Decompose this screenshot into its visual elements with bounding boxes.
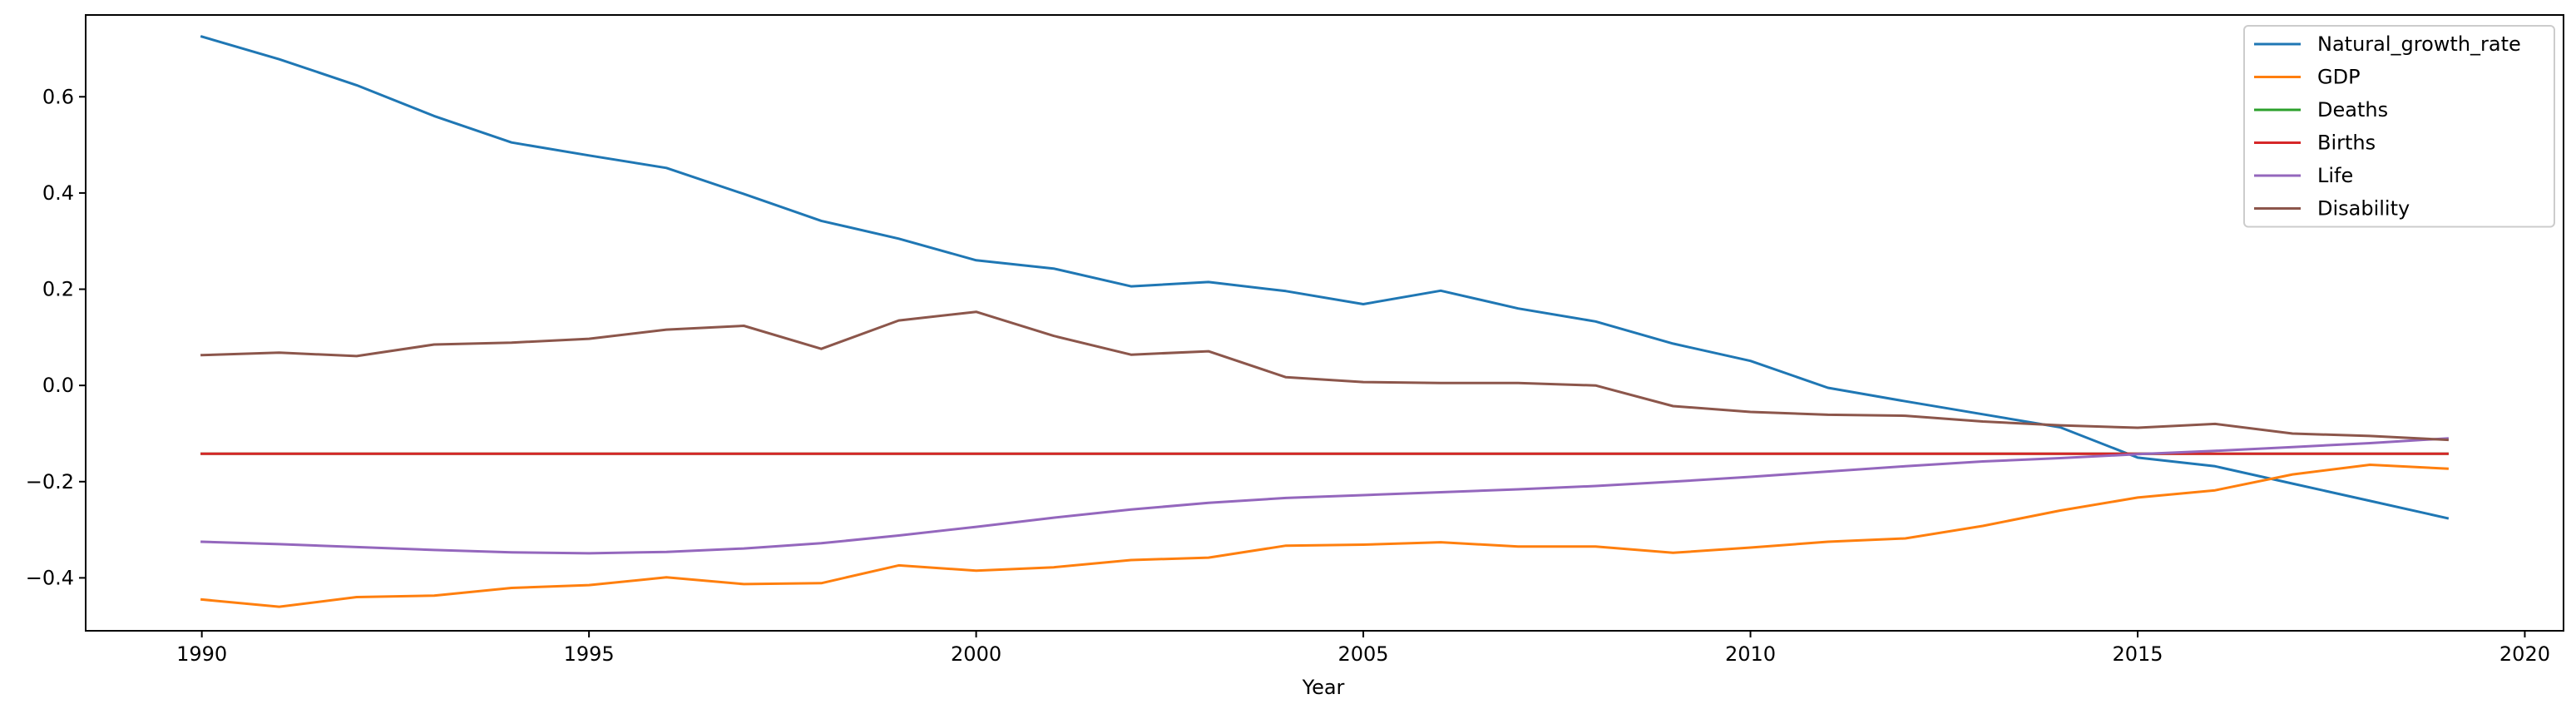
y-tick-label: −0.4 [26, 566, 74, 589]
x-axis-label: Year [1302, 676, 1345, 699]
series-line-life [200, 437, 2449, 555]
plot-frame [85, 14, 2564, 632]
legend-label: Life [2317, 164, 2353, 187]
y-tick-label: −0.2 [26, 470, 74, 493]
y-axis-ticks: −0.4 −0.2 0.0 0.2 0.4 0.6 [26, 85, 86, 589]
y-tick-label: 0.2 [42, 278, 74, 301]
legend-label: Births [2317, 131, 2376, 155]
y-tick-label: 0.6 [42, 85, 74, 108]
series-lines [200, 35, 2450, 608]
legend-label: Natural_growth_rate [2317, 32, 2521, 56]
y-tick-label: 0.0 [42, 374, 74, 397]
x-tick-label: 1995 [564, 642, 615, 666]
series-line-natural-growth-rate [200, 35, 2450, 520]
legend-box [2243, 25, 2555, 228]
legend-label: Disability [2317, 197, 2410, 221]
legend: Natural_growth_rate GDP Deaths Births Life Di… [2243, 25, 2555, 228]
legend-label: Deaths [2317, 98, 2388, 121]
legend-label: GDP [2317, 66, 2361, 89]
x-tick-label: 1990 [176, 642, 227, 666]
y-tick-label: 0.4 [42, 181, 74, 205]
x-tick-label: 2010 [1725, 642, 1776, 666]
x-tick-label: 2005 [1338, 642, 1389, 666]
x-tick-label: 2020 [2499, 642, 2550, 666]
series-line-gdp [200, 464, 2449, 608]
series-line-disability [200, 310, 2449, 442]
x-axis-ticks: 1990 1995 2000 2005 2010 2015 2020 [176, 631, 2550, 666]
x-tick-label: 2000 [951, 642, 1001, 666]
x-tick-label: 2015 [2112, 642, 2163, 666]
